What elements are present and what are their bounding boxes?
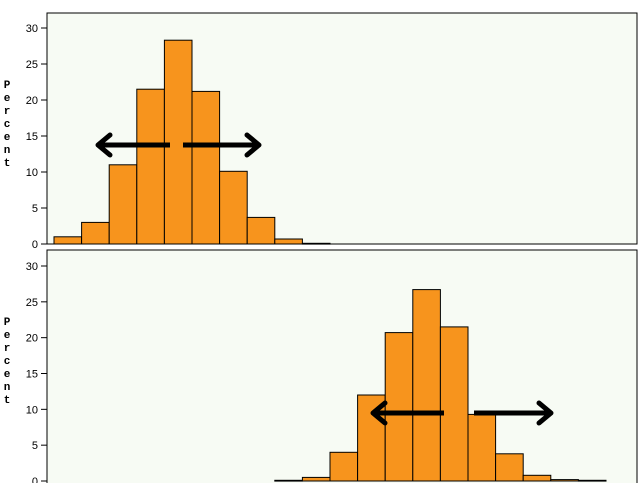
bottom-plot-area (46, 249, 638, 483)
y-tick-label: 5 (32, 440, 38, 452)
bottom-spread-arrow (370, 400, 554, 426)
histogram-bar (439, 326, 469, 482)
histogram-bar (467, 413, 497, 482)
histogram-bar (384, 332, 414, 482)
arrow-left-head (370, 400, 388, 426)
y-tick-label: 10 (26, 167, 38, 179)
y-tick-label: 30 (26, 261, 38, 273)
y-tick-label: 0 (32, 239, 38, 251)
histogram-bar (246, 216, 276, 245)
y-tick-label: 20 (26, 333, 38, 345)
y-tick-label: 10 (26, 404, 38, 416)
top-bars (53, 39, 331, 245)
y-tick-label: 25 (26, 59, 38, 71)
histogram-bar (301, 242, 331, 245)
y-tick-label: 15 (26, 369, 38, 381)
histogram-bar (163, 39, 193, 245)
histogram-bar (522, 474, 552, 482)
histogram-bar (81, 221, 110, 245)
histogram-bar (577, 479, 607, 482)
histogram-bar (136, 88, 165, 245)
y-tick-label: 25 (26, 297, 38, 309)
bottom-bars (274, 289, 607, 482)
arrow-right-head (244, 132, 262, 158)
bottom-y-axis: 0 5 10 15 20 25 30 (26, 261, 47, 483)
top-spread-arrow (95, 132, 262, 158)
top-y-axis: 0 5 10 15 20 25 30 (26, 23, 47, 251)
y-tick-label: 5 (32, 203, 38, 215)
arrow-left-head (95, 132, 113, 158)
histogram-bar (412, 289, 441, 482)
histogram-bar (495, 453, 524, 482)
histogram-bar (53, 236, 83, 245)
y-tick-label: 20 (26, 95, 38, 107)
histogram-bar (550, 479, 579, 482)
histogram-bar (301, 476, 331, 482)
y-tick-label: 15 (26, 131, 38, 143)
histogram-bar (219, 170, 248, 245)
histogram-bar (108, 164, 138, 245)
y-tick-label: 0 (32, 476, 38, 483)
histogram-bar (191, 90, 221, 245)
histogram-bar (274, 479, 303, 482)
y-tick-label: 30 (26, 23, 38, 35)
arrow-right-head (536, 400, 554, 426)
histogram-bar (274, 238, 303, 245)
histogram-bar (329, 451, 359, 482)
